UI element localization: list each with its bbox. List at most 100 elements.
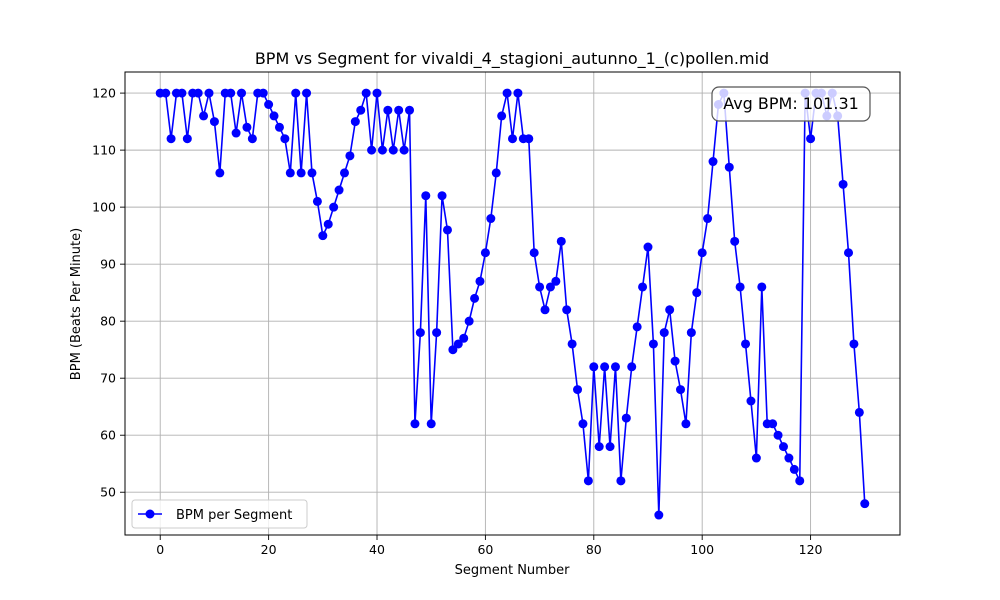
data-point: [621, 413, 631, 423]
data-point: [475, 276, 485, 286]
data-point: [789, 464, 799, 474]
data-point: [377, 145, 387, 155]
x-tick-label: 80: [586, 542, 602, 557]
data-point: [166, 134, 176, 144]
data-point: [226, 88, 236, 98]
data-point: [610, 362, 620, 372]
data-point: [757, 282, 767, 292]
data-point: [686, 328, 696, 338]
data-point: [860, 499, 870, 509]
data-point: [394, 105, 404, 115]
data-point: [795, 476, 805, 486]
data-point: [589, 362, 599, 372]
data-point: [237, 88, 247, 98]
data-point: [497, 111, 507, 121]
data-point: [442, 225, 452, 235]
data-point: [849, 339, 859, 349]
data-point: [453, 339, 463, 349]
data-point: [215, 168, 225, 178]
legend-box: [131, 499, 308, 529]
data-point: [405, 105, 415, 115]
data-point: [654, 510, 664, 520]
data-point: [372, 88, 382, 98]
y-tick-label: 100: [92, 200, 116, 215]
legend-marker-swatch: [145, 509, 155, 519]
data-point: [529, 248, 539, 258]
data-point: [258, 88, 268, 98]
data-point: [545, 282, 555, 292]
data-point: [323, 219, 333, 229]
data-point: [665, 305, 675, 315]
data-point: [540, 305, 550, 315]
data-point: [692, 288, 702, 298]
data-point: [307, 168, 317, 178]
average-annotation: Avg BPM: 101.31: [711, 86, 871, 122]
data-point: [410, 419, 420, 429]
y-tick-label: 50: [100, 485, 116, 500]
legend: BPM per Segment: [131, 499, 308, 529]
data-point: [161, 88, 171, 98]
data-point: [784, 453, 794, 463]
annotation-box: [711, 86, 871, 122]
grid-layer: [125, 72, 900, 535]
data-point: [209, 117, 219, 127]
x-tick-label: 40: [369, 542, 385, 557]
data-point: [426, 419, 436, 429]
annotation-text: Avg BPM: 101.31: [723, 94, 859, 113]
data-point: [638, 282, 648, 292]
x-tick-label: 0: [156, 542, 164, 557]
y-tick-label: 110: [92, 143, 116, 158]
data-point: [502, 88, 512, 98]
data-point: [339, 168, 349, 178]
x-tick-label: 120: [799, 542, 823, 557]
data-point: [730, 236, 740, 246]
data-point: [274, 122, 284, 132]
data-point: [421, 191, 431, 201]
data-point: [773, 430, 783, 440]
data-point: [204, 88, 214, 98]
data-point: [578, 419, 588, 429]
data-point: [594, 442, 604, 452]
data-point: [616, 476, 626, 486]
data-point: [724, 162, 734, 172]
data-point: [676, 385, 686, 395]
x-tick-label: 60: [477, 542, 493, 557]
data-point: [551, 276, 561, 286]
data-point: [778, 442, 788, 452]
data-point: [681, 419, 691, 429]
data-point: [437, 191, 447, 201]
data-point: [741, 339, 751, 349]
data-point: [491, 168, 501, 178]
data-point: [199, 111, 209, 121]
series-marker-layer: [155, 88, 870, 520]
data-point: [486, 214, 496, 224]
data-point: [264, 100, 274, 109]
data-point: [508, 134, 517, 144]
data-point: [459, 333, 469, 343]
data-point: [329, 202, 339, 212]
data-point: [751, 453, 761, 463]
x-tick-label: 20: [261, 542, 277, 557]
data-point: [182, 134, 192, 144]
data-point: [605, 442, 615, 452]
data-point: [746, 396, 756, 406]
data-point: [670, 356, 680, 366]
data-point: [627, 362, 637, 372]
data-point: [388, 145, 398, 155]
data-point: [854, 407, 864, 417]
data-point: [470, 293, 480, 303]
data-point: [415, 328, 425, 338]
data-point: [383, 105, 393, 115]
data-point: [583, 476, 593, 486]
y-tick-label: 120: [92, 86, 116, 101]
plot-frame: [124, 71, 901, 536]
y-axis-label: BPM (Beats Per Minute): [69, 228, 84, 380]
data-point: [399, 145, 409, 155]
data-point: [524, 134, 534, 144]
data-point: [318, 231, 328, 241]
data-point: [806, 134, 816, 144]
tick-layer: 0 20 40 60 80 100 120 50 60 70 80 90 100 110 120: [92, 86, 822, 557]
data-point: [573, 385, 583, 395]
data-point: [480, 248, 490, 258]
